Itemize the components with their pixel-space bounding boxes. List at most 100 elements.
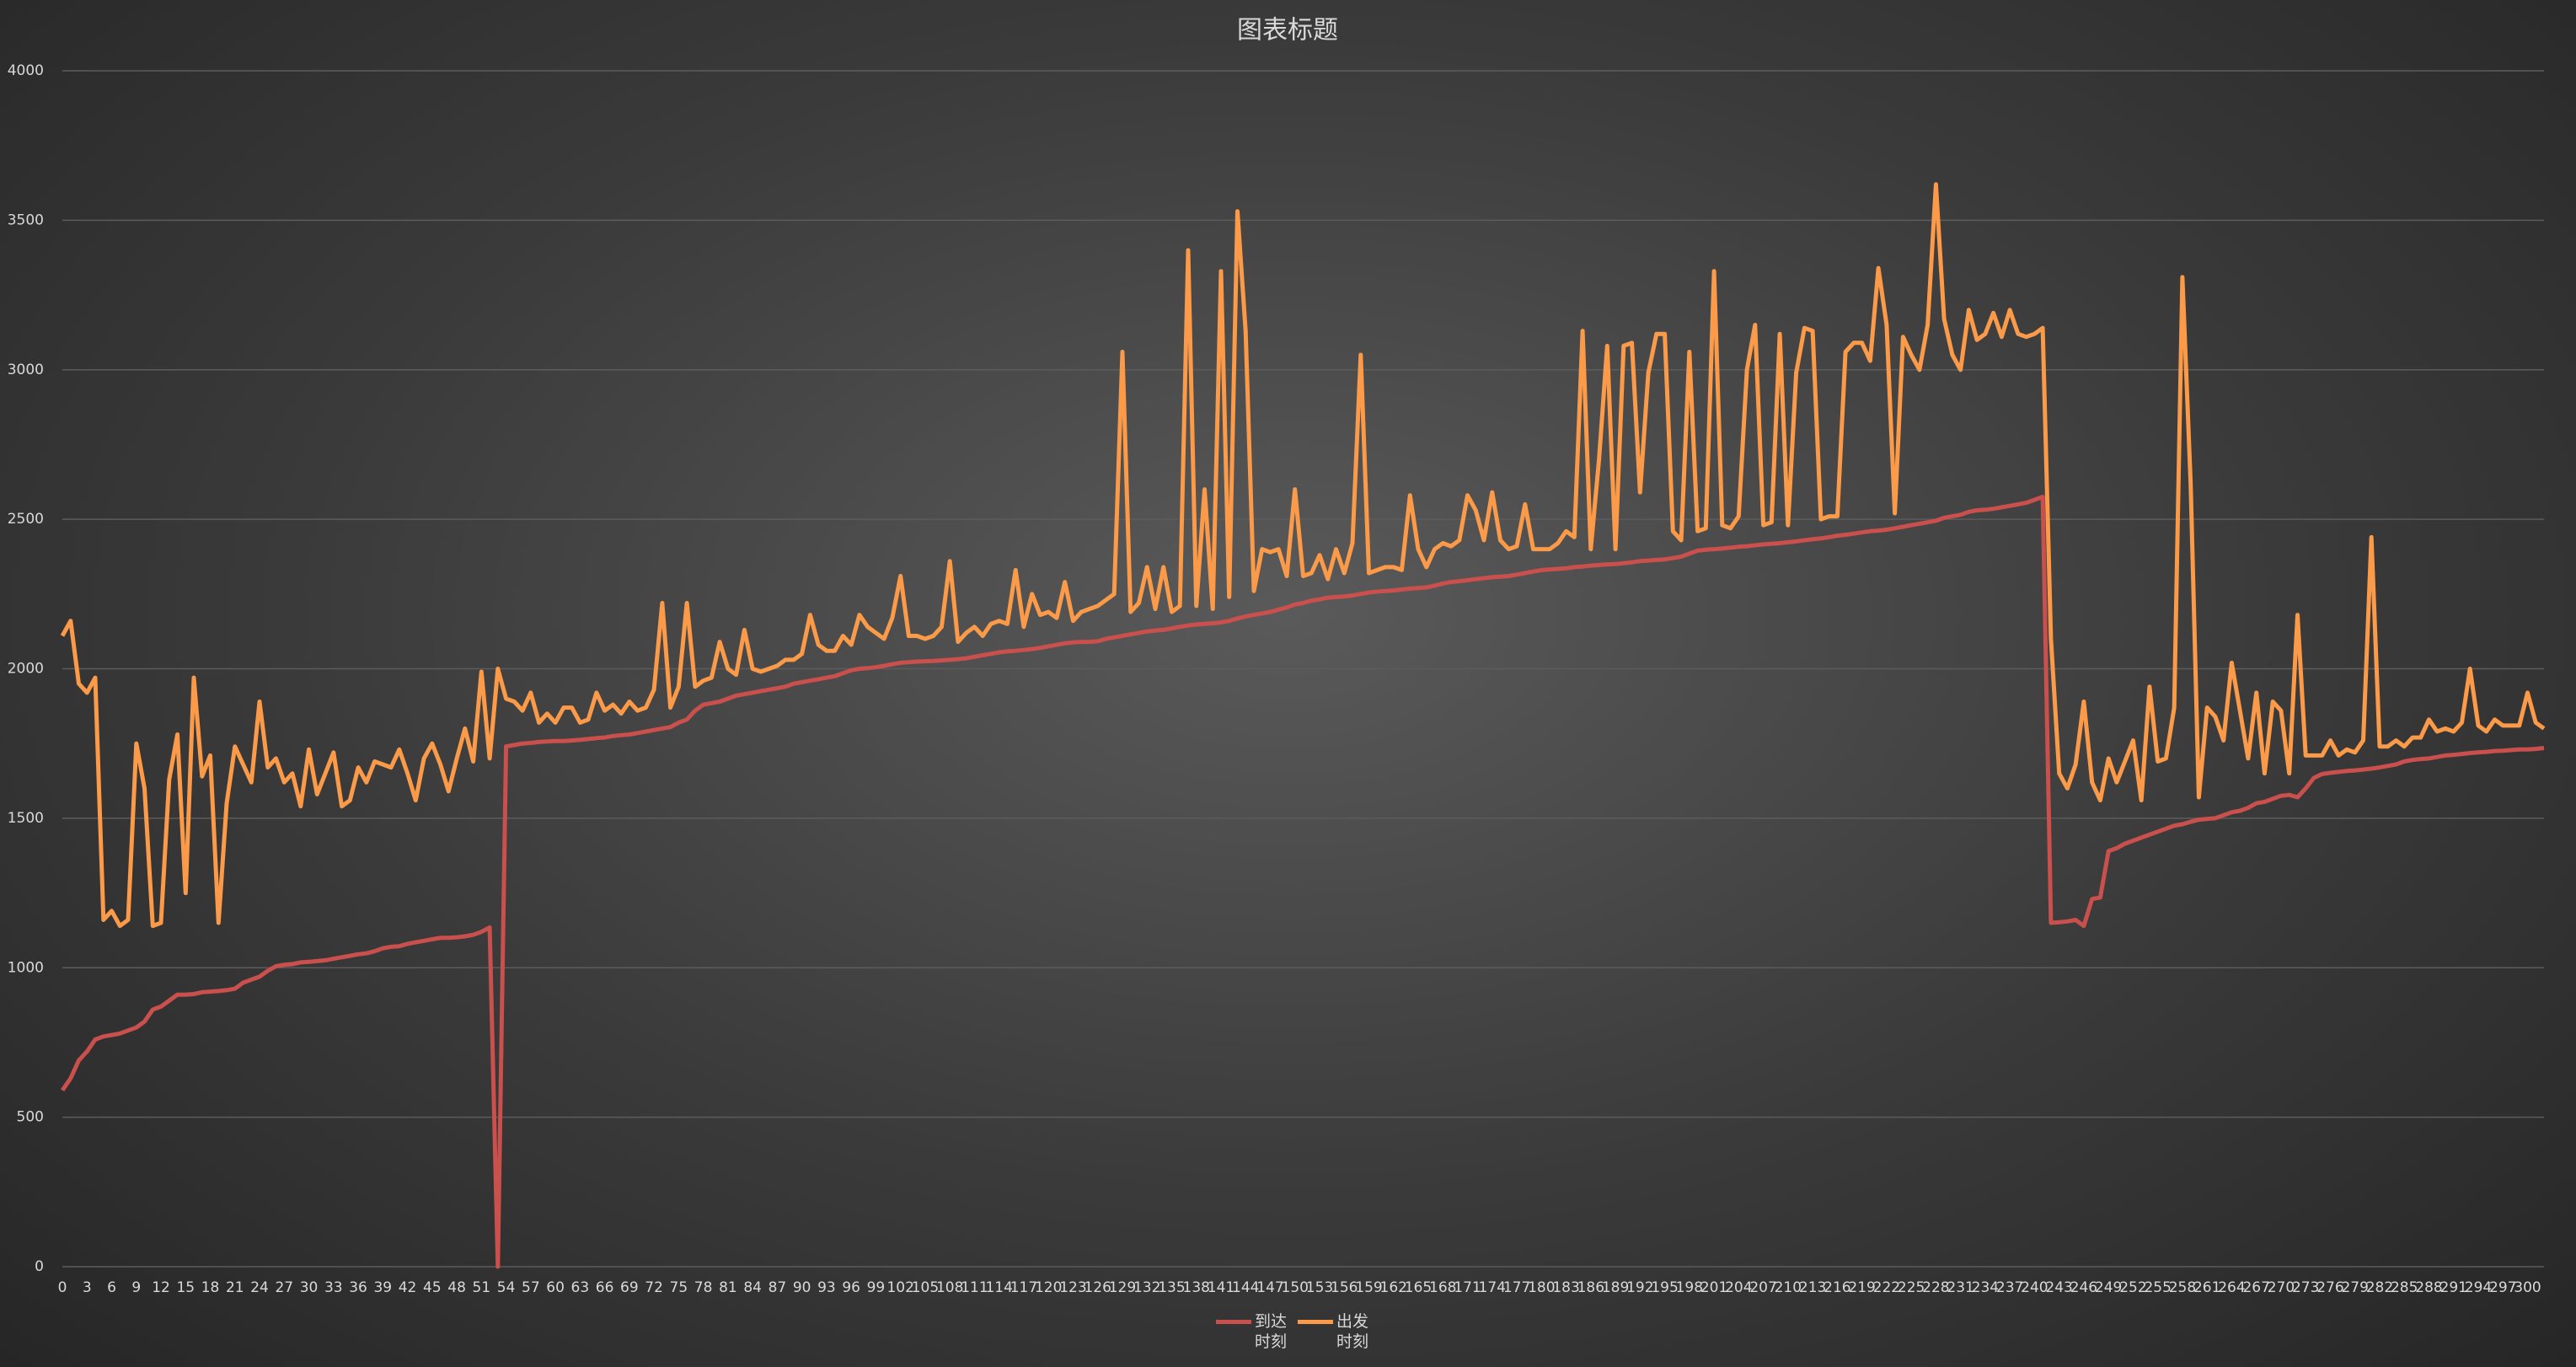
y-tick-label: 2500 [8,511,44,528]
x-tick-label: 114 [985,1279,1012,1296]
x-tick-label: 84 [743,1279,762,1296]
y-tick-label: 3000 [8,362,44,378]
x-tick-label: 123 [1059,1279,1086,1296]
x-tick-label: 111 [961,1279,988,1296]
x-tick-label: 279 [2341,1279,2368,1296]
x-tick-label: 213 [1799,1279,1826,1296]
x-tick-label: 237 [1996,1279,2023,1296]
x-tick-label: 63 [571,1279,590,1296]
chart-title: 图表标题 [1237,16,1338,46]
x-tick-label: 159 [1355,1279,1382,1296]
x-tick-label: 81 [719,1279,737,1296]
x-tick-label: 222 [1873,1279,1900,1296]
x-tick-label: 93 [817,1279,836,1296]
x-tick-label: 21 [226,1279,244,1296]
x-tick-label: 183 [1552,1279,1579,1296]
x-tick-label: 267 [2242,1279,2269,1296]
x-tick-label: 207 [1749,1279,1776,1296]
x-tick-label: 45 [423,1279,442,1296]
x-tick-label: 105 [912,1279,939,1296]
x-tick-label: 3 [83,1279,92,1296]
series-line [60,182,2546,929]
x-tick-label: 186 [1577,1279,1604,1296]
x-tick-label: 219 [1848,1279,1875,1296]
x-tick-label: 174 [1479,1279,1506,1296]
x-tick-label: 60 [546,1279,565,1296]
y-tick-label: 0 [35,1258,44,1275]
x-tick-label: 261 [2193,1279,2220,1296]
x-tick-label: 6 [107,1279,116,1296]
x-tick-label: 228 [1922,1279,1949,1296]
x-tick-label: 204 [1725,1279,1752,1296]
x-tick-label: 141 [1208,1279,1234,1296]
x-tick-label: 198 [1676,1279,1703,1296]
x-tick-label: 162 [1380,1279,1407,1296]
legend-label: 到达时刻 [1255,1312,1288,1351]
x-tick-label: 30 [300,1279,319,1296]
x-tick-label: 27 [275,1279,293,1296]
x-tick-label: 132 [1133,1279,1160,1296]
x-tick-label: 171 [1454,1279,1481,1296]
x-tick-label: 195 [1651,1279,1678,1296]
y-tick-label: 1500 [8,810,44,827]
x-tick-label: 36 [349,1279,367,1296]
x-tick-label: 39 [373,1279,392,1296]
x-tick-label: 33 [324,1279,343,1296]
x-tick-label: 72 [645,1279,663,1296]
legend-item: 到达时刻 [1216,1311,1288,1352]
x-tick-label: 252 [2119,1279,2146,1296]
x-tick-label: 108 [936,1279,963,1296]
x-tick-label: 297 [2489,1279,2516,1296]
x-tick-label: 231 [1947,1279,1974,1296]
x-tick-label: 255 [2144,1279,2171,1296]
x-tick-label: 180 [1528,1279,1555,1296]
x-tick-label: 75 [670,1279,688,1296]
x-tick-label: 66 [596,1279,614,1296]
x-tick-label: 135 [1158,1279,1185,1296]
x-tick-label: 225 [1898,1279,1925,1296]
y-tick-label: 500 [17,1109,44,1126]
x-tick-label: 150 [1282,1279,1309,1296]
x-tick-label: 57 [522,1279,540,1296]
x-tick-label: 12 [152,1279,170,1296]
x-tick-label: 234 [1972,1279,1999,1296]
x-tick-label: 177 [1503,1279,1530,1296]
y-tick-label: 1000 [8,959,44,976]
x-tick-label: 249 [2095,1279,2122,1296]
x-tick-label: 126 [1084,1279,1111,1296]
x-tick-label: 276 [2316,1279,2343,1296]
x-tick-label: 90 [793,1279,811,1296]
x-tick-label: 294 [2465,1279,2492,1296]
x-tick-label: 96 [842,1279,860,1296]
x-tick-label: 300 [2514,1279,2541,1296]
x-tick-label: 285 [2391,1279,2418,1296]
x-tick-label: 270 [2268,1279,2295,1296]
x-tick-label: 192 [1626,1279,1653,1296]
series-line [60,495,2545,1269]
x-tick-label: 99 [867,1279,886,1296]
x-tick-label: 24 [250,1279,269,1296]
x-tick-label: 87 [769,1279,787,1296]
x-tick-label: 168 [1429,1279,1456,1296]
legend-swatch [1216,1320,1251,1324]
x-tick-label: 42 [399,1279,417,1296]
x-tick-label: 9 [131,1279,141,1296]
x-tick-label: 156 [1331,1279,1358,1296]
x-tick-label: 264 [2218,1279,2245,1296]
x-tick-label: 216 [1824,1279,1850,1296]
x-tick-label: 51 [473,1279,491,1296]
legend-item: 出发时刻 [1298,1311,1370,1352]
x-tick-label: 189 [1602,1279,1629,1296]
x-tick-label: 240 [2021,1279,2048,1296]
x-tick-label: 165 [1405,1279,1432,1296]
x-tick-label: 282 [2366,1279,2393,1296]
x-tick-label: 246 [2070,1279,2097,1296]
x-tick-label: 0 [58,1279,67,1296]
x-tick-label: 273 [2292,1279,2319,1296]
x-tick-label: 144 [1232,1279,1259,1296]
x-tick-label: 288 [2415,1279,2442,1296]
x-tick-label: 258 [2169,1279,2196,1296]
x-tick-label: 102 [886,1279,913,1296]
x-tick-label: 147 [1256,1279,1283,1296]
